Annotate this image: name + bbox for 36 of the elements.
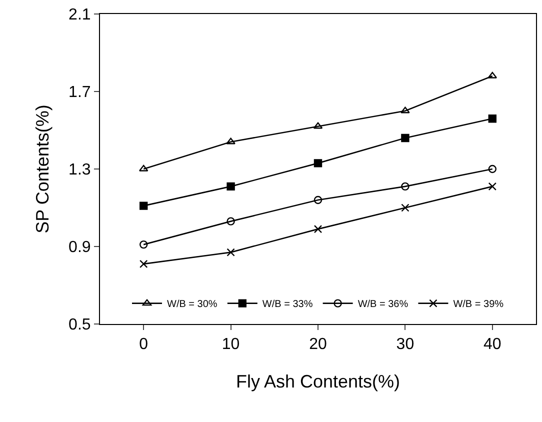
point bbox=[488, 164, 496, 174]
x-tick-label: 30 bbox=[396, 336, 414, 354]
x-tick-label: 10 bbox=[222, 336, 240, 354]
point bbox=[488, 182, 496, 191]
legend-label: W/B = 39% bbox=[453, 299, 504, 310]
point bbox=[401, 134, 410, 142]
y-tick-label: 0.9 bbox=[68, 239, 91, 256]
x-tick-label: 0 bbox=[139, 336, 148, 354]
point bbox=[226, 182, 235, 191]
point bbox=[314, 196, 322, 204]
y-axis-title: SP Contents(%) bbox=[32, 104, 53, 234]
legend-label: W/B = 36% bbox=[358, 299, 408, 310]
point bbox=[140, 240, 148, 249]
point bbox=[138, 164, 148, 172]
point bbox=[226, 248, 235, 256]
y-tick-label: 1.7 bbox=[68, 84, 91, 102]
point bbox=[226, 138, 236, 144]
x-axis-title: Fly Ash Contents(%) bbox=[236, 371, 400, 392]
point bbox=[314, 224, 322, 234]
point bbox=[488, 114, 496, 123]
point bbox=[314, 159, 322, 168]
y-tick-label: 2.1 bbox=[68, 6, 91, 24]
point bbox=[401, 182, 410, 191]
y-tick-label: 1.3 bbox=[68, 162, 91, 179]
point bbox=[400, 106, 410, 114]
legend-label: W/B = 30% bbox=[167, 299, 218, 310]
x-tick-label: 20 bbox=[309, 336, 327, 354]
y-tick-label: 0.5 bbox=[68, 316, 91, 334]
point bbox=[140, 260, 148, 268]
point bbox=[226, 217, 235, 226]
point bbox=[488, 72, 498, 78]
legend-label: W/B = 33% bbox=[262, 299, 313, 310]
point bbox=[140, 202, 148, 210]
point bbox=[401, 204, 410, 212]
x-tick-label: 40 bbox=[484, 336, 502, 354]
point bbox=[313, 122, 323, 129]
